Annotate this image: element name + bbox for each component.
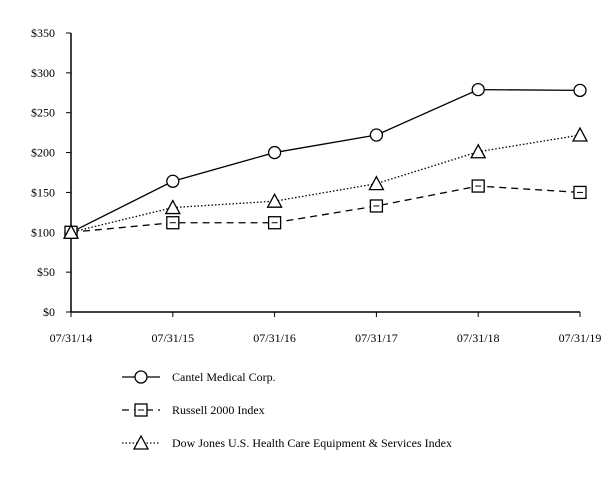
x-tick-label: 07/31/19 [559, 331, 602, 345]
legend-marker-circle [134, 370, 148, 384]
data-point-triangle [470, 143, 487, 159]
x-tick-label: 07/31/15 [151, 331, 194, 345]
data-point-triangle [266, 192, 283, 208]
series-line-2 [70, 134, 581, 233]
y-tick-label: $250 [31, 106, 55, 120]
data-point-triangle [368, 175, 385, 191]
data-point-triangle [164, 199, 181, 215]
x-tick-label: 07/31/17 [355, 331, 398, 345]
y-tick-label: $100 [31, 225, 55, 239]
x-tick-label: 07/31/16 [253, 331, 296, 345]
y-tick-label: $300 [31, 66, 55, 80]
series-line-1 [70, 185, 581, 233]
data-point-circle [166, 174, 180, 188]
y-tick-label: $0 [43, 305, 55, 319]
y-tick-label: $350 [31, 26, 55, 40]
data-point-circle [369, 128, 384, 142]
legend-label: Cantel Medical Corp. [172, 370, 276, 384]
legend-label: Russell 2000 Index [172, 403, 265, 417]
data-point-circle [471, 82, 485, 97]
data-point-triangle [571, 126, 589, 142]
x-tick-label: 07/31/18 [457, 331, 500, 345]
legend-label: Dow Jones U.S. Health Care Equipment & S… [172, 436, 452, 450]
data-point-circle [573, 83, 587, 98]
y-tick-label: $150 [31, 185, 55, 199]
y-tick-label: $200 [31, 146, 55, 160]
series-line-0 [70, 88, 581, 233]
data-point-triangle [62, 223, 80, 239]
legend-marker-triangle [132, 434, 150, 450]
data-point-circle [267, 145, 282, 160]
x-tick-label: 07/31/14 [50, 331, 93, 345]
y-tick-label: $50 [37, 265, 55, 279]
